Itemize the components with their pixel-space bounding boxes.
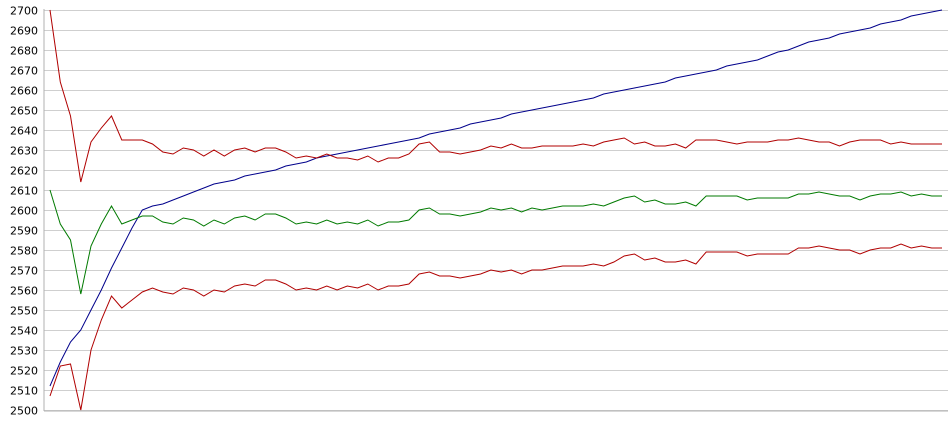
y-tick-label: 2530: [10, 345, 38, 358]
series-line-2: [49, 9, 942, 183]
y-tick-label: 2580: [10, 245, 38, 258]
y-tick-label: 2520: [10, 365, 38, 378]
y-tick-label: 2560: [10, 285, 38, 298]
y-tick-label: 2690: [10, 25, 38, 38]
y-tick-label: 2590: [10, 225, 38, 238]
y-axis-tick-labels: 2700 2690 2680 2670 2660 2650 2640 2630 2620 2610…: [10, 5, 38, 418]
y-tick-label: 2680: [10, 45, 38, 58]
y-tick-label: 2650: [10, 105, 38, 118]
y-tick-label: 2550: [10, 305, 38, 318]
series-lines: [49, 9, 943, 411]
series-line-1: [49, 9, 943, 387]
y-tick-label: 2540: [10, 325, 38, 338]
y-tick-label: 2510: [10, 385, 38, 398]
y-tick-label: 2630: [10, 145, 38, 158]
y-tick-label: 2660: [10, 85, 38, 98]
y-tick-label: 2700: [10, 5, 38, 18]
y-tick-label: 2570: [10, 265, 38, 278]
y-tick-label: 2670: [10, 65, 38, 78]
y-tick-label: 2640: [10, 125, 38, 138]
series-line-4: [49, 243, 942, 411]
y-tick-label: 2610: [10, 185, 38, 198]
y-tick-label: 2500: [10, 405, 38, 418]
series-line-3: [49, 189, 942, 295]
y-tick-label: 2620: [10, 165, 38, 178]
y-tick-label: 2600: [10, 205, 38, 218]
gridlines: [44, 10, 948, 411]
